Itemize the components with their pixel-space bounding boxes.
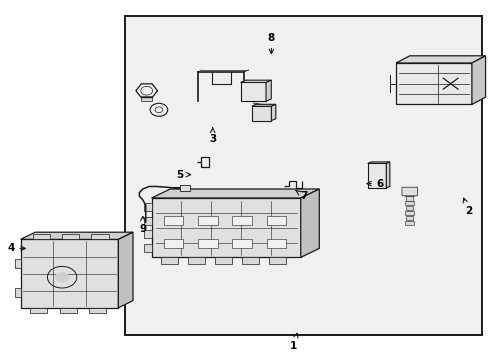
Bar <box>266 216 285 225</box>
Polygon shape <box>118 232 133 308</box>
Bar <box>405 211 413 215</box>
Bar <box>33 234 50 239</box>
Text: 6: 6 <box>366 179 383 189</box>
Bar <box>89 308 106 313</box>
Bar <box>405 221 413 225</box>
Polygon shape <box>395 56 485 63</box>
Polygon shape <box>20 232 133 239</box>
Polygon shape <box>471 56 485 104</box>
FancyBboxPatch shape <box>240 82 265 101</box>
Bar <box>60 308 77 313</box>
Text: 9: 9 <box>139 216 146 234</box>
Bar <box>144 203 151 211</box>
Text: 4: 4 <box>7 243 25 253</box>
Polygon shape <box>386 162 389 188</box>
Bar <box>406 216 412 220</box>
Bar <box>242 257 259 264</box>
Bar <box>144 217 151 225</box>
Bar <box>232 239 251 248</box>
Bar <box>15 288 20 297</box>
Bar <box>232 216 251 225</box>
Text: 8: 8 <box>267 33 274 54</box>
Bar <box>268 257 285 264</box>
Bar <box>161 257 178 264</box>
Bar <box>163 216 183 225</box>
Bar <box>144 230 151 238</box>
Text: 3: 3 <box>209 128 216 144</box>
Polygon shape <box>271 104 275 121</box>
Polygon shape <box>300 189 319 257</box>
Polygon shape <box>265 80 271 101</box>
Polygon shape <box>20 239 118 308</box>
Circle shape <box>55 272 69 283</box>
Bar <box>163 239 183 248</box>
Bar <box>15 259 20 268</box>
Text: 1: 1 <box>289 333 297 351</box>
Text: 5: 5 <box>176 170 190 180</box>
Bar <box>266 239 285 248</box>
Text: 7: 7 <box>295 190 307 201</box>
Bar <box>198 239 217 248</box>
Bar <box>198 216 217 225</box>
Bar <box>30 308 47 313</box>
Polygon shape <box>251 104 275 106</box>
Bar <box>188 257 205 264</box>
Bar <box>124 16 481 335</box>
FancyBboxPatch shape <box>251 106 271 121</box>
Bar <box>405 192 413 196</box>
Bar <box>141 96 152 101</box>
Bar <box>406 206 412 210</box>
Bar <box>215 257 232 264</box>
Bar <box>405 201 413 206</box>
Text: 2: 2 <box>462 198 471 216</box>
FancyBboxPatch shape <box>401 187 417 196</box>
FancyBboxPatch shape <box>367 163 386 188</box>
Bar <box>180 185 189 191</box>
Polygon shape <box>151 198 300 257</box>
Bar <box>406 196 412 201</box>
Polygon shape <box>240 80 271 82</box>
Polygon shape <box>367 162 389 163</box>
Bar <box>144 244 151 252</box>
Polygon shape <box>395 63 471 104</box>
Bar <box>91 234 108 239</box>
Polygon shape <box>151 189 319 198</box>
Bar <box>62 234 79 239</box>
